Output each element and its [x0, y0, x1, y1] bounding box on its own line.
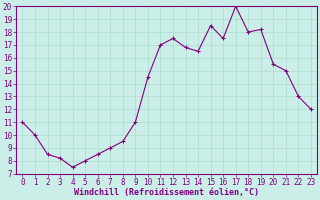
X-axis label: Windchill (Refroidissement éolien,°C): Windchill (Refroidissement éolien,°C) — [74, 188, 259, 197]
